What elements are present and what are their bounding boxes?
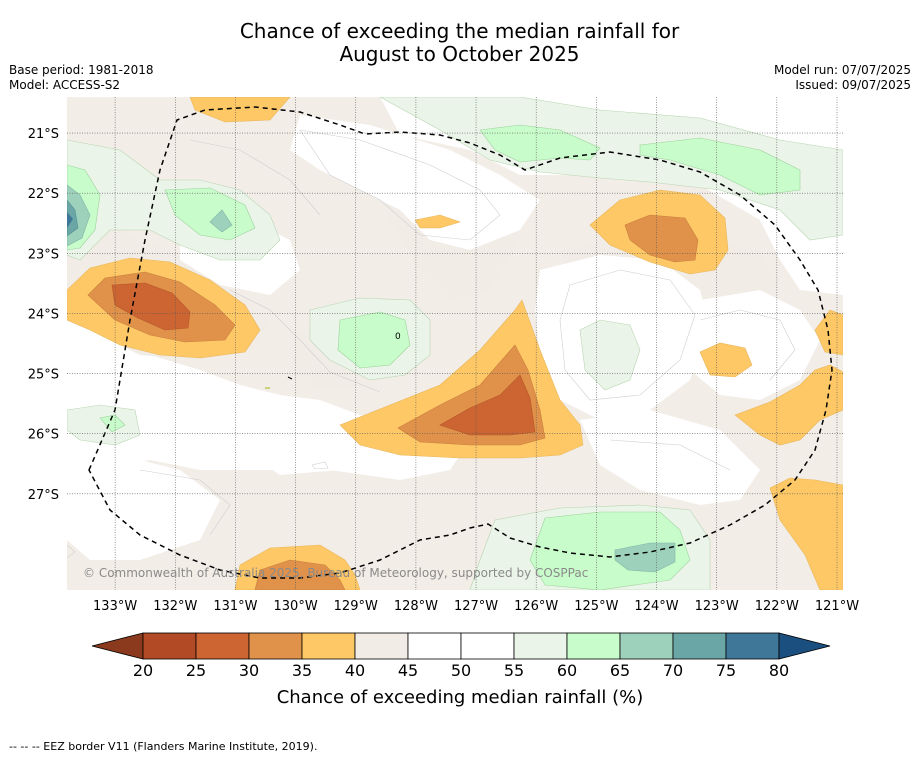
colorbar-bin	[354, 632, 409, 660]
lon-label: 122°W	[755, 599, 799, 614]
colorbar-tick: 70	[663, 661, 683, 680]
lon-label: 133°W	[93, 599, 137, 614]
colorbar-bin	[142, 632, 197, 660]
map-plot-area: 0	[67, 97, 843, 590]
lat-label: 24°S	[28, 307, 59, 322]
svg-text:0: 0	[395, 332, 401, 342]
colorbar-bin	[619, 632, 674, 660]
colorbar-bin	[460, 632, 515, 660]
colorbar-extend-high	[778, 632, 831, 660]
colorbar-tick: 35	[292, 661, 312, 680]
map-title-line1: Chance of exceeding the median rainfall …	[239, 19, 680, 43]
model-run: Model run: 07/07/2025	[773, 63, 911, 77]
colorbar-tick: 80	[769, 661, 789, 680]
lat-label: 22°S	[28, 187, 59, 202]
colorbar-tick: 75	[716, 661, 736, 680]
colorbar-label: Chance of exceeding median rainfall (%)	[277, 687, 644, 708]
lon-label: 130°W	[274, 599, 318, 614]
colorbar-bin	[566, 632, 621, 660]
eez-footnote: -- -- -- EEZ border V11 (Flanders Marine…	[9, 740, 318, 753]
gridlines	[67, 97, 843, 590]
colorbar-tick: 20	[133, 661, 153, 680]
colorbar-tick: 30	[239, 661, 259, 680]
lon-label: 125°W	[574, 599, 618, 614]
lon-label: 123°W	[695, 599, 739, 614]
colorbar-tick: 55	[504, 661, 524, 680]
base-period: Base period: 1981-2018	[9, 63, 154, 77]
colorbar-extend-low	[91, 632, 144, 660]
lon-label: 124°W	[634, 599, 678, 614]
colorbar	[91, 632, 831, 660]
lat-label: 26°S	[28, 428, 59, 443]
colorbar-tick: 25	[186, 661, 206, 680]
colorbar-bin	[725, 632, 780, 660]
colorbar-bin	[407, 632, 462, 660]
lat-label: 23°S	[28, 247, 59, 262]
lon-label: 127°W	[454, 599, 498, 614]
colorbar-tick-labels: 20 25 30 35 40 45 50 55 60 65 70 75 80	[133, 661, 789, 680]
lon-label: 128°W	[394, 599, 438, 614]
model-name: Model: ACCESS-S2	[9, 78, 121, 92]
longitude-labels: 133°W 132°W 131°W 130°W 129°W 128°W 127°W 126°W…	[93, 599, 859, 614]
teal-regions	[67, 184, 676, 573]
lat-label: 27°S	[28, 488, 59, 503]
colorbar-tick: 40	[345, 661, 365, 680]
colorbar-bin	[195, 632, 250, 660]
colorbar-tick: 50	[451, 661, 471, 680]
eez-border	[88, 106, 833, 579]
colorbar-tick: 65	[610, 661, 630, 680]
issued-date: Issued: 09/07/2025	[795, 78, 911, 92]
map-title-line2: August to October 2025	[339, 42, 580, 66]
lon-label: 132°W	[153, 599, 197, 614]
colorbar-tick: 45	[398, 661, 418, 680]
colorbar-bin	[513, 632, 568, 660]
contour-lines	[67, 129, 796, 559]
lon-label: 131°W	[213, 599, 257, 614]
lon-label: 126°W	[514, 599, 558, 614]
lon-label: 121°W	[815, 599, 859, 614]
colorbar-bin	[301, 632, 356, 660]
lat-label: 21°S	[28, 127, 59, 142]
lat-label: 25°S	[28, 368, 59, 383]
colorbar-tick: 60	[557, 661, 577, 680]
colorbar-bin	[248, 632, 303, 660]
copyright-credit: © Commonwealth of Australia 2025, Bureau…	[83, 566, 588, 580]
latitude-labels: 21°S 22°S 23°S 24°S 25°S 26°S 27°S	[28, 127, 59, 503]
lon-label: 129°W	[334, 599, 378, 614]
colorbar-bin	[672, 632, 727, 660]
orange-25-30	[111, 282, 536, 436]
